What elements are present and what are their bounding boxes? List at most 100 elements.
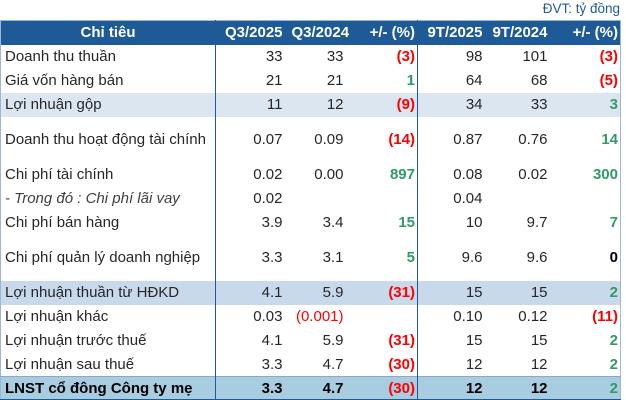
column-header-label: Chỉ tiêu xyxy=(0,20,216,45)
cell-value: 1 xyxy=(352,68,418,93)
row-label: Lợi nhuận trước thuế xyxy=(0,328,216,353)
cell-value: 4.1 xyxy=(261,284,283,301)
cell-value: 12 xyxy=(417,376,492,400)
table-row: Lợi nhuận trước thuế 4.1 5.9 (31) 15 15 2 xyxy=(0,328,621,353)
cell-value: (30) xyxy=(352,376,418,400)
cell-value: (0.001) xyxy=(295,308,344,325)
cell-value: 300 xyxy=(592,166,618,183)
cell-value: (31) xyxy=(352,328,418,353)
cell-value: 3.3 xyxy=(261,355,283,373)
column-header: 9T/2025 xyxy=(417,20,492,45)
cell-value: 2 xyxy=(609,355,618,373)
cell-value: 33 xyxy=(265,48,283,65)
column-header: 9T/2024 xyxy=(491,20,557,45)
row-label: Chi phí tài chính xyxy=(0,162,216,187)
cell-value: 14 xyxy=(601,131,618,148)
cell-value: 9.6 xyxy=(526,249,548,266)
cell-value: (14) xyxy=(352,116,418,163)
cell-value: 12 xyxy=(491,376,557,400)
cell-value: (5) xyxy=(599,72,618,89)
cell-value: 3.3 xyxy=(215,376,292,400)
unit-label: ĐVT: tỷ đồng xyxy=(542,1,620,16)
cell-value: 0.10 xyxy=(453,308,483,325)
cell-value: 101 xyxy=(522,48,548,65)
row-label: Lợi nhuận gộp xyxy=(0,92,216,117)
cell-value: 5.9 xyxy=(322,332,344,349)
cell-value: 3 xyxy=(609,96,618,113)
column-header: +/- (%) xyxy=(556,20,621,45)
cell-value: 21 xyxy=(265,72,283,89)
cell-value: 12 xyxy=(326,96,344,113)
cell-value: 33 xyxy=(530,96,548,113)
cell-value: 0.03 xyxy=(253,308,283,325)
cell-value: 68 xyxy=(530,72,548,89)
cell-value: 98 xyxy=(465,48,483,65)
cell-value: 0.02 xyxy=(518,166,548,183)
cell-value: 0.00 xyxy=(314,166,344,183)
cell-value: 5.9 xyxy=(322,284,344,301)
row-label: Doanh thu hoạt động tài chính xyxy=(0,116,216,163)
cell-value: 0.02 xyxy=(253,190,283,207)
cell-value: 15 xyxy=(465,284,483,301)
cell-value: 9.7 xyxy=(526,214,548,231)
cell-value: 0.07 xyxy=(253,131,283,148)
cell-value: (9) xyxy=(352,92,418,117)
table-row: LNST cổ đông Công ty mẹ 3.3 4.7 (30) 12 12 2 xyxy=(0,376,621,400)
cell-value: 897 xyxy=(352,162,418,187)
cell-value: 15 xyxy=(530,332,548,349)
cell-value xyxy=(352,186,418,211)
cell-value: 15 xyxy=(530,284,548,301)
table-row: Chi phí quản lý doanh nghiệp 3.3 3.1 5 9.6 9.… xyxy=(0,234,621,281)
row-label: Lợi nhuận thuần từ HĐKD xyxy=(0,280,216,305)
cell-value: 64 xyxy=(465,72,483,89)
cell-value: 0 xyxy=(609,249,618,266)
cell-value: (30) xyxy=(352,352,418,377)
table-row: Doanh thu thuần 33 33 (3) 98 101 (3) xyxy=(0,44,621,69)
cell-value: 0.02 xyxy=(253,166,283,183)
cell-value: 15 xyxy=(465,332,483,349)
cell-value: 0.08 xyxy=(453,166,483,183)
cell-value: 33 xyxy=(326,48,344,65)
table-row: - Trong đó : Chi phí lãi vay 0.02 0.04 xyxy=(0,186,621,211)
cell-value: 12 xyxy=(465,355,483,373)
table-row: Doanh thu hoạt động tài chính 0.07 0.09 (14… xyxy=(0,116,621,163)
cell-value xyxy=(557,187,621,211)
row-label: Lợi nhuận sau thuế xyxy=(0,352,216,377)
cell-value xyxy=(492,187,557,211)
cell-value: 2 xyxy=(609,284,618,301)
cell-value: 3.4 xyxy=(322,214,344,231)
table-row: Lợi nhuận gộp 11 12 (9) 34 33 3 xyxy=(0,92,621,117)
cell-value: 2 xyxy=(609,332,618,349)
cell-value: (3) xyxy=(352,44,418,69)
cell-value: 21 xyxy=(326,72,344,89)
table-row: Lợi nhuận thuần từ HĐKD 4.1 5.9 (31) 15 15 2 xyxy=(0,280,621,305)
table-row: Lợi nhuận sau thuế 3.3 4.7 (30) 12 12 2 xyxy=(0,352,621,377)
table-row: Giá vốn hàng bán 21 21 1 64 68 (5) xyxy=(0,68,621,93)
row-label: Chi phí bán hàng xyxy=(0,210,216,235)
cell-value xyxy=(292,187,353,211)
cell-value: 3.1 xyxy=(322,249,344,266)
row-label: Lợi nhuận khác xyxy=(0,304,216,329)
cell-value: 5 xyxy=(352,234,418,281)
row-label: Giá vốn hàng bán xyxy=(0,68,216,93)
cell-value: (31) xyxy=(352,280,418,305)
column-header: +/- (%) xyxy=(352,20,418,45)
cell-value: 3.3 xyxy=(261,249,283,266)
cell-value: 4.7 xyxy=(291,376,353,400)
cell-value: 0.09 xyxy=(314,131,344,148)
cell-value xyxy=(352,304,418,329)
cell-value: (3) xyxy=(599,48,618,65)
cell-value: 0.04 xyxy=(453,190,483,207)
table-row: Lợi nhuận khác 0.03 (0.001) 0.10 0.12 (11) xyxy=(0,304,621,329)
header-row: Chỉ tiêu Q3/2025 Q3/2024 +/- (%) 9T/2025 9T/2… xyxy=(0,20,621,45)
row-label: Doanh thu thuần xyxy=(0,44,216,69)
cell-value: 10 xyxy=(465,214,483,231)
cell-value: 0.87 xyxy=(453,131,483,148)
cell-value: 4.7 xyxy=(322,355,344,373)
table-row: Chi phí bán hàng 3.9 3.4 15 10 9.7 7 xyxy=(0,210,621,235)
cell-value: 0.12 xyxy=(518,308,548,325)
cell-value: 7 xyxy=(609,214,618,231)
cell-value: 9.6 xyxy=(461,249,483,266)
cell-value: 12 xyxy=(530,355,548,373)
